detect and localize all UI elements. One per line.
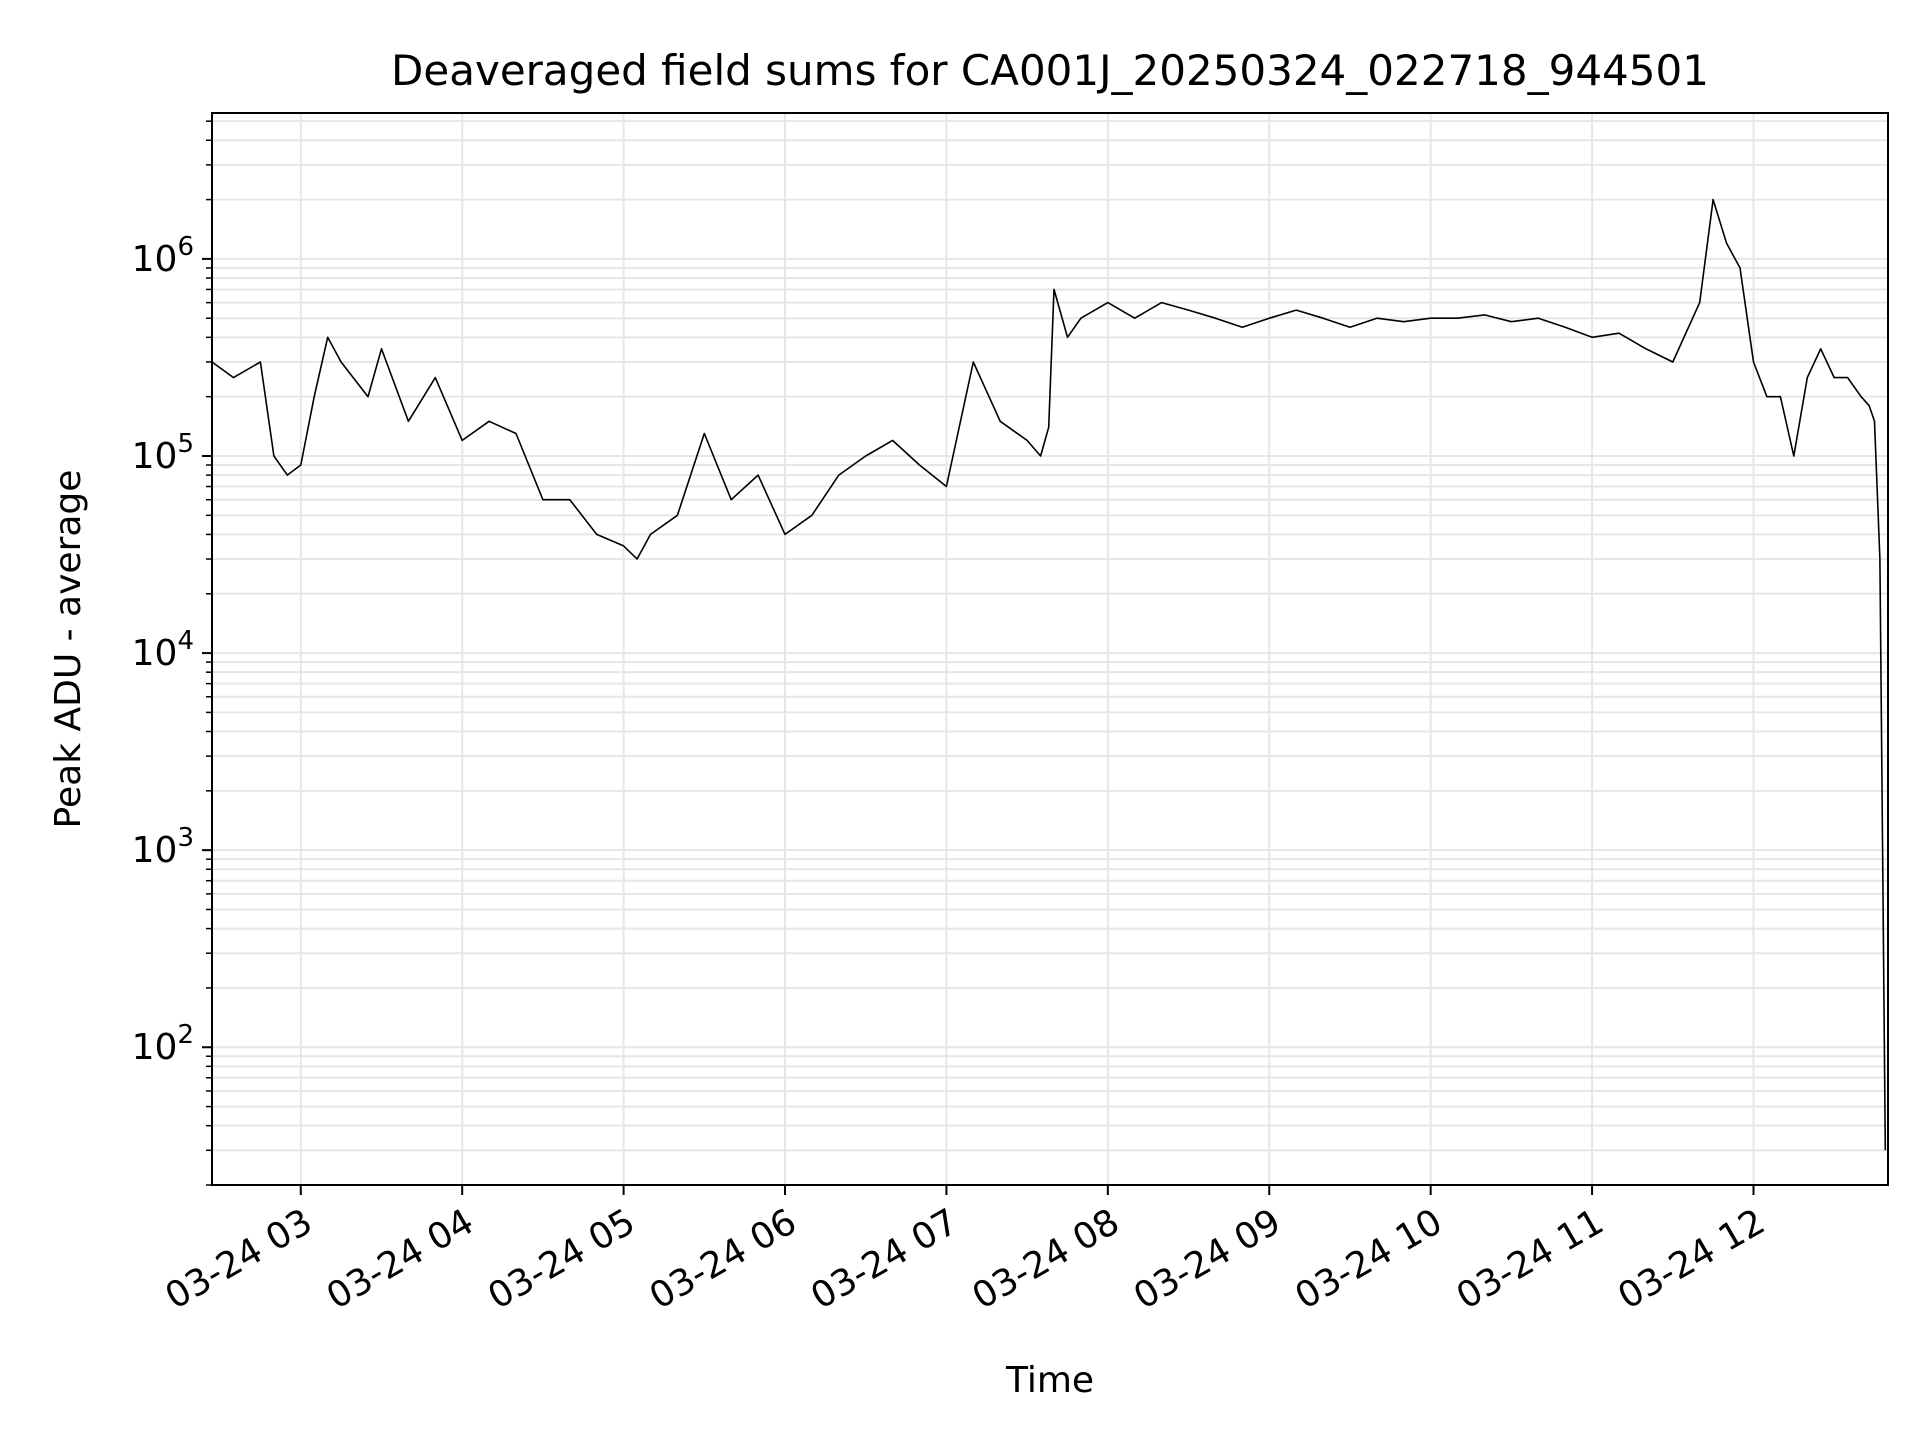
x-tick-label: 03-24 10 (1288, 1201, 1449, 1317)
y-axis-label: Peak ADU - average (48, 470, 89, 829)
x-tick-label: 03-24 09 (1127, 1201, 1288, 1317)
x-tick-label: 03-24 11 (1450, 1201, 1611, 1317)
x-axis: 03-24 03 03-24 04 03-24 05 03-24 06 03-24 07… (159, 1185, 1772, 1318)
y-tick-label: 104 (132, 626, 194, 674)
x-axis-label: Time (1005, 1360, 1094, 1401)
x-tick-label: 03-24 12 (1611, 1201, 1772, 1317)
chart-title: Deaveraged field sums for CA001J_2025032… (391, 46, 1709, 95)
x-tick-label: 03-24 07 (804, 1201, 965, 1317)
x-tick-label: 03-24 05 (481, 1201, 642, 1317)
series-layer (211, 198, 1887, 1151)
grid-lines (212, 113, 1888, 1186)
plot-frame (211, 112, 1889, 1186)
y-tick-label: 106 (132, 232, 194, 280)
series-line (211, 198, 1887, 1151)
y-axis: 102 103 104 105 106 (132, 120, 212, 1186)
y-tick-label: 102 (132, 1020, 194, 1068)
x-tick-label: 03-24 06 (643, 1201, 804, 1317)
x-tick-label: 03-24 04 (320, 1201, 481, 1317)
x-tick-label: 03-24 08 (966, 1201, 1127, 1317)
y-tick-label: 103 (132, 823, 194, 871)
y-tick-label: 105 (132, 429, 194, 477)
x-tick-label: 03-24 03 (159, 1201, 320, 1317)
